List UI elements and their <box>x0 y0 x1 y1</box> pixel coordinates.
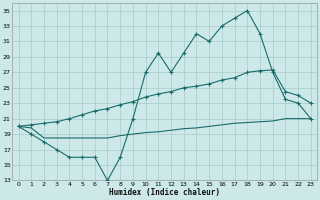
X-axis label: Humidex (Indice chaleur): Humidex (Indice chaleur) <box>109 188 220 197</box>
